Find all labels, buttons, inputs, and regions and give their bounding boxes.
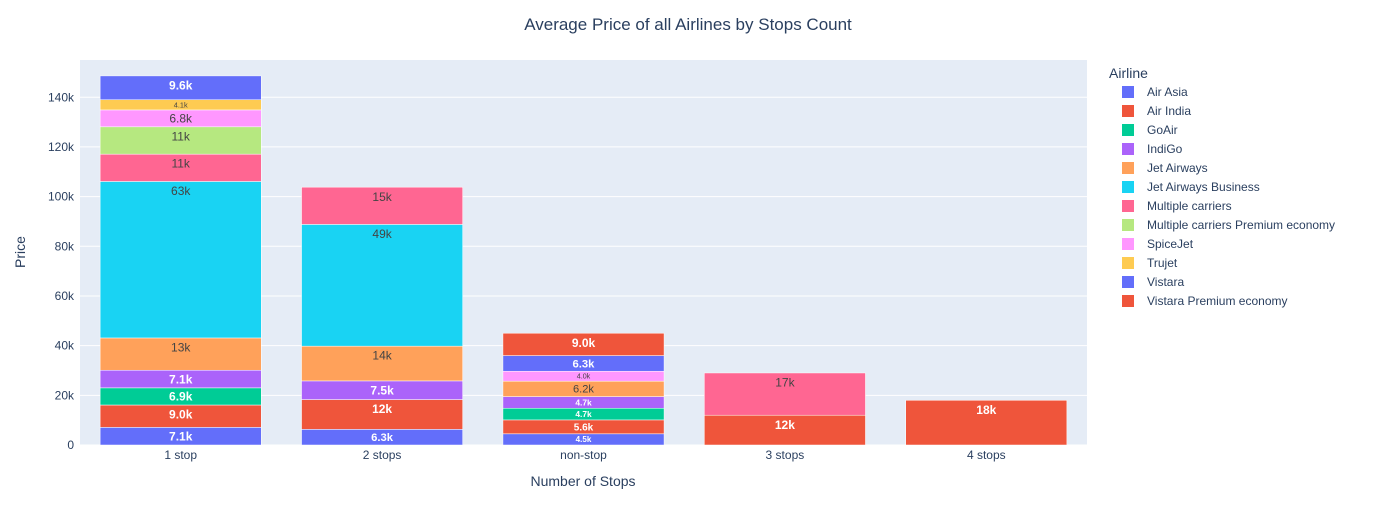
legend-swatch xyxy=(1122,276,1134,288)
bar-value-label: 49k xyxy=(372,227,392,241)
x-tick-label: 4 stops xyxy=(967,448,1006,462)
bar-value-label: 9.0k xyxy=(169,408,193,422)
legend-item-label[interactable]: Jet Airways xyxy=(1147,161,1208,175)
bar-value-label: 63k xyxy=(171,184,191,198)
bar-value-label: 4.7k xyxy=(575,397,592,407)
y-tick-label: 100k xyxy=(48,190,75,204)
bar-value-label: 15k xyxy=(372,190,392,204)
legend-swatch xyxy=(1122,162,1134,174)
bar-value-label: 18k xyxy=(976,403,996,417)
x-axis-ticks: 1 stop 2 stops non-stop 3 stops 4 stops xyxy=(164,448,1005,462)
bar-value-label: 7.1k xyxy=(169,429,193,443)
legend-item-label[interactable]: Air India xyxy=(1147,104,1191,118)
bar-value-label: 9.0k xyxy=(572,336,596,350)
y-tick-label: 40k xyxy=(55,339,75,353)
bar-segment xyxy=(905,400,1068,446)
bar-segment xyxy=(99,153,262,182)
legend-item-label[interactable]: Air Asia xyxy=(1147,85,1188,99)
legend-item-label[interactable]: Vistara xyxy=(1147,275,1184,289)
legend-swatch xyxy=(1122,86,1134,98)
x-axis-title: Number of Stops xyxy=(530,473,635,489)
legend-item-label[interactable]: Multiple carriers Premium economy xyxy=(1147,218,1335,232)
bar-value-label: 4.5k xyxy=(576,435,592,444)
legend-swatch xyxy=(1122,181,1134,193)
bar-value-label: 4.1k xyxy=(174,100,188,109)
x-tick-label: 3 stops xyxy=(766,448,805,462)
bar-value-label: 11k xyxy=(171,129,190,143)
legend-item-label[interactable]: Multiple carriers xyxy=(1147,199,1232,213)
y-tick-label: 80k xyxy=(55,239,75,253)
bar-value-label: 13k xyxy=(171,341,191,355)
legend: Airline Air Asia Air India GoAir IndiGo Jet … xyxy=(1109,65,1335,308)
bar-segment xyxy=(502,332,665,356)
bar-value-label: 11k xyxy=(171,157,190,171)
y-tick-label: 20k xyxy=(55,388,75,402)
bar-value-label: 7.1k xyxy=(169,372,193,386)
bar-value-label: 6.3k xyxy=(573,358,596,370)
legend-item-label[interactable]: Jet Airways Business xyxy=(1147,180,1260,194)
bar-value-label: 6.9k xyxy=(169,390,193,404)
legend-item-label[interactable]: Vistara Premium economy xyxy=(1147,294,1288,308)
y-axis-ticks: 0 20k 40k 60k 80k 100k 120k 140k xyxy=(48,90,75,452)
bar-value-label: 12k xyxy=(372,402,392,416)
bar-value-label: 6.3k xyxy=(371,432,394,444)
x-tick-label: 2 stops xyxy=(363,448,402,462)
bar-value-label: 7.5k xyxy=(370,383,394,397)
y-axis-title: Price xyxy=(12,236,28,268)
bar-segment xyxy=(301,345,463,382)
bar-segment xyxy=(99,75,262,100)
bar-value-label: 17k xyxy=(775,376,795,390)
x-tick-label: 1 stop xyxy=(164,448,197,462)
bar-segment xyxy=(301,224,463,347)
legend-item-label[interactable]: IndiGo xyxy=(1147,142,1183,156)
legend-swatch xyxy=(1122,105,1134,117)
bar-value-label: 5.6k xyxy=(574,422,594,433)
legend-item-label[interactable]: SpiceJet xyxy=(1147,237,1194,251)
bar-value-label: 6.2k xyxy=(573,384,594,396)
bar-value-label: 12k xyxy=(775,418,795,432)
bars: 7.1k 6.3k 4.5k 9.0k 12k 5.6k 12k 18k 6.9k 4.7k 7.1… xyxy=(99,75,1068,446)
chart-title: Average Price of all Airlines by Stops C… xyxy=(524,15,852,34)
legend-item-label[interactable]: GoAir xyxy=(1147,123,1178,137)
y-tick-label: 140k xyxy=(48,90,75,104)
bar-value-label: 4.7k xyxy=(575,409,592,419)
y-tick-label: 0 xyxy=(67,438,74,452)
legend-swatch xyxy=(1122,124,1134,136)
legend-swatch xyxy=(1122,238,1134,250)
bar-segment xyxy=(99,126,262,155)
bar-segment xyxy=(301,186,463,225)
bar-segment xyxy=(301,399,463,430)
legend-swatch xyxy=(1122,257,1134,269)
x-tick-label: non-stop xyxy=(560,448,607,462)
y-tick-label: 60k xyxy=(55,289,75,303)
legend-item-label[interactable]: Trujet xyxy=(1147,256,1178,270)
bar-segment xyxy=(704,372,866,416)
bar-segment xyxy=(99,181,262,339)
y-tick-label: 120k xyxy=(48,140,75,154)
legend-swatch xyxy=(1122,143,1134,155)
legend-swatch xyxy=(1122,219,1134,231)
legend-swatch xyxy=(1122,200,1134,212)
bar-value-label: 6.8k xyxy=(169,112,193,126)
legend-swatch xyxy=(1122,295,1134,307)
legend-title: Airline xyxy=(1109,65,1148,81)
bar-value-label: 9.6k xyxy=(169,78,193,92)
bar-value-label: 14k xyxy=(372,349,392,363)
bar-value-label: 4.0k xyxy=(577,373,591,381)
bar-segment xyxy=(704,414,866,446)
legend-items: Air Asia Air India GoAir IndiGo Jet Airways J… xyxy=(1122,85,1335,308)
